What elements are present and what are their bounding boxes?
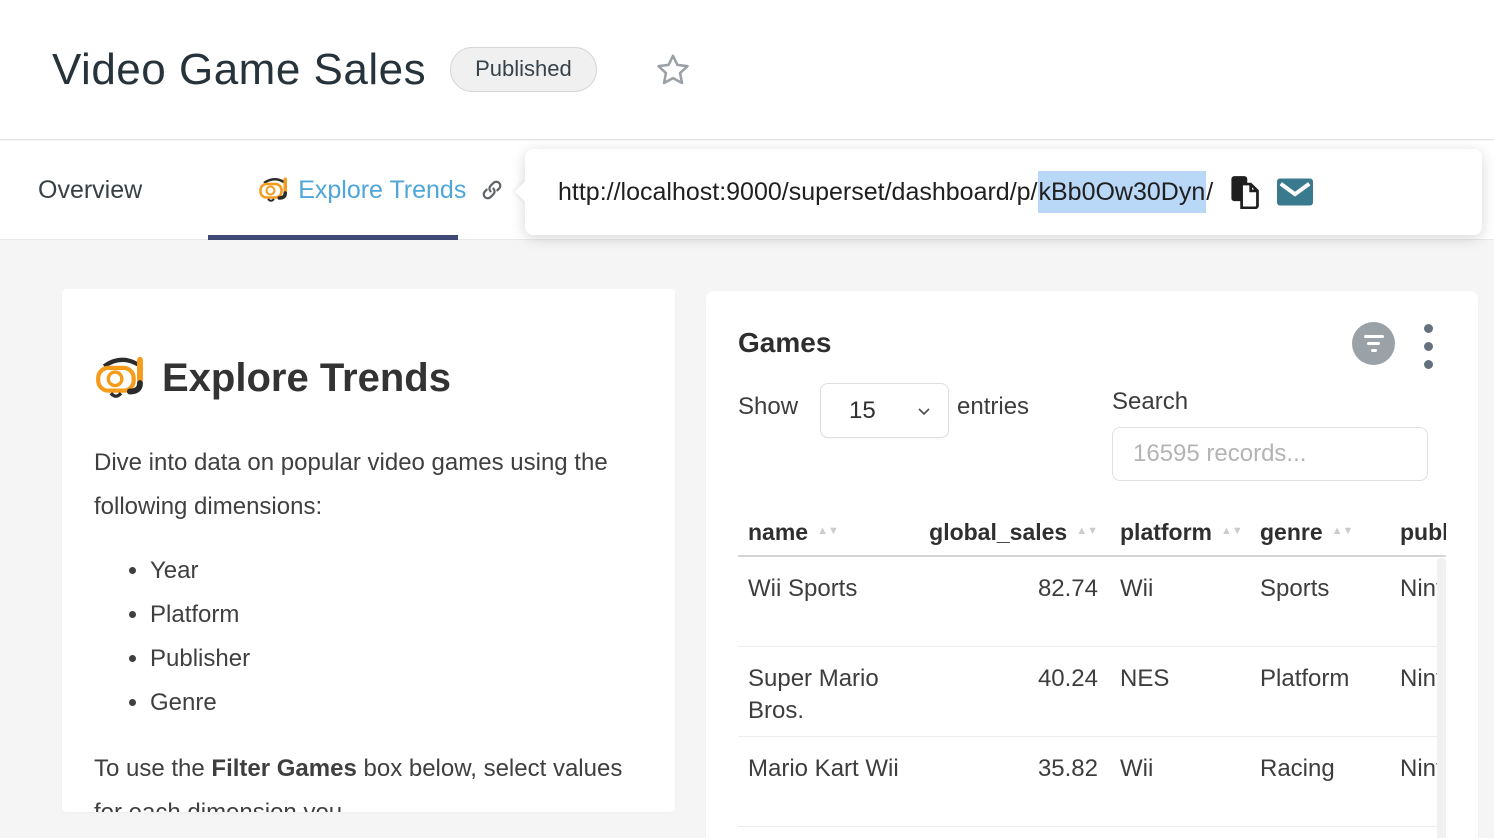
cell-publisher: Nintendo [1378,735,1446,826]
explore-trends-panel: Explore Trends Dive into data on popular… [62,289,675,812]
table-scrollbar[interactable] [1437,558,1446,838]
share-url-popover: http://localhost:9000/superset/dashboard… [514,149,1482,235]
email-icon[interactable] [1277,178,1314,206]
games-table: name ▲▼ global_sales ▲▼ platform ▲▼ genre ▲▼… [738,510,1446,838]
dashboard-header: Video Game Sales Published [0,0,1494,140]
diving-mask-icon [94,351,148,405]
page-title: Video Game Sales [52,44,427,94]
explore-intro-text: Dive into data on popular video games us… [94,449,608,520]
anchor-link-icon[interactable] [480,178,504,202]
tab-explore-trends-label: Explore Trends [298,175,467,204]
games-panel-title: Games [738,327,832,358]
list-item: Publisher [150,637,643,681]
cell-platform: Wii [1098,735,1238,826]
sort-icon: ▲▼ [1331,525,1354,537]
show-label: Show [738,393,799,420]
table-row: Mario Kart Wii 35.82 Wii Racing Nintendo [738,735,1446,826]
cell-name: Mario Kart Wii [738,735,923,826]
chevron-down-icon [914,401,934,421]
cell-name: Wii Sports [748,575,858,602]
cell-platform: NES [1098,645,1238,736]
cell-genre: Platform [1238,645,1378,736]
column-header-genre[interactable]: genre ▲▼ [1238,510,1378,557]
diving-mask-icon [258,174,290,206]
explore-trends-heading: Explore Trends [94,351,643,405]
more-options-icon[interactable] [1423,324,1433,369]
list-item: Genre [150,681,643,725]
sort-icon: ▲▼ [1221,525,1243,537]
column-header-global-sales[interactable]: global_sales ▲▼ [923,510,1098,557]
copy-icon[interactable] [1229,175,1261,209]
list-item: Year [150,549,643,593]
url-selected-text: kBb0Ow30Dyn [1037,170,1207,213]
tab-overview[interactable]: Overview [38,176,142,205]
table-row [738,825,1446,838]
column-header-platform[interactable]: platform ▲▼ [1098,510,1243,557]
page-size-value: 15 [849,396,876,424]
published-badge[interactable]: Published [450,47,597,92]
sort-icon: ▲▼ [817,525,839,537]
table-row: Super Mario Bros. 40.24 NES Platform Nin… [738,645,1446,736]
explore-footer-text: To use the Filter Games box below, selec… [94,755,623,812]
tab-explore-trends[interactable]: Explore Trends [258,174,504,206]
favorite-star-icon[interactable] [655,52,691,88]
cell-platform: Wii [1120,575,1154,602]
games-panel: Games Show 15 entries Search name▲▼ glob… [706,291,1478,838]
entries-label: entries [957,393,1030,420]
list-item: Platform [150,593,643,637]
cell-global-sales: 35.82 [923,735,1098,826]
column-header-name[interactable]: name ▲▼ [738,510,923,557]
page-size-select[interactable]: 15 [820,383,949,438]
active-tab-underline [208,235,458,240]
sort-icon: ▲▼ [1076,525,1098,537]
cell-genre: Sports [1260,575,1330,602]
cell-publisher: Nintendo [1400,575,1446,602]
cell-name: Super Mario Bros. [738,645,923,736]
explore-trends-title: Explore Trends [162,355,451,400]
table-row: Wii Sports 82.74 Wii Sports Nintendo [738,556,1446,646]
cell-genre: Racing [1238,735,1378,826]
search-input[interactable] [1112,427,1428,481]
column-header-publisher[interactable]: publisher [1378,510,1446,557]
cell-global-sales: 40.24 [923,645,1098,736]
filter-icon[interactable] [1352,322,1395,365]
search-label: Search [1112,388,1189,415]
share-url-text: http://localhost:9000/superset/dashboard… [558,170,1213,213]
cell-publisher: Nintendo [1378,645,1446,736]
games-table-wrap: name ▲▼ global_sales ▲▼ platform ▲▼ genre ▲▼… [738,510,1446,838]
tab-overview-label: Overview [38,175,143,204]
cell-global-sales: 82.74 [1037,575,1098,602]
dimension-list: Year Platform Publisher Genre [150,549,643,725]
